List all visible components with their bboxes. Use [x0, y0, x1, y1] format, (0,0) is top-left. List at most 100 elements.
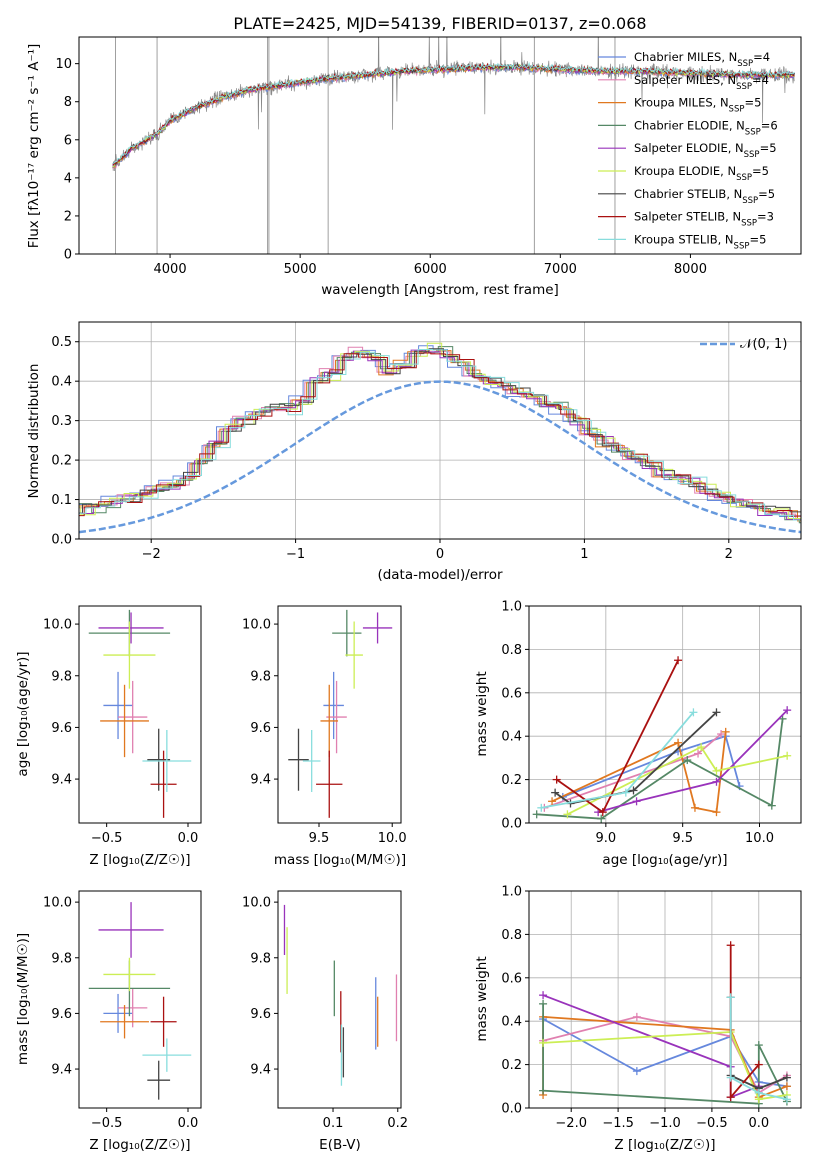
y-tick-label: 9.6: [51, 1007, 72, 1022]
y-tick-label: 0.8: [501, 643, 522, 658]
legend-subscript: SSP: [741, 219, 757, 229]
y-tick-label: 0.0: [51, 533, 72, 548]
legend-value: =4: [753, 50, 770, 64]
y-tick-label: 0.4: [501, 1015, 522, 1030]
y-tick-label: 1.0: [501, 600, 522, 615]
legend-subscript: SSP: [736, 82, 752, 92]
legend-value: =6: [761, 118, 778, 132]
y-tick-label: 9.4: [51, 773, 72, 788]
weight-vs-z-ticks: −2.0 −1.5 −1.0 −0.5 0.0 0.0 0.2 0.4 0.6 0.8 1.0: [501, 885, 769, 1132]
y-tick-label: 10.0: [43, 618, 72, 633]
x-tick-label: −0.5: [91, 831, 123, 846]
x-tick-label: 1: [580, 547, 588, 562]
weight-vs-z-plot-area: [539, 941, 791, 1108]
x-tick-label: 0.2: [387, 1116, 408, 1131]
x-tick-label: 0: [436, 547, 444, 562]
weight-line-salpeter-elodie: [597, 709, 788, 813]
y-tick-label: 9.4: [250, 1063, 271, 1078]
weight-vs-z-grid: [529, 890, 801, 1109]
x-tick-label: 0.1: [323, 1116, 344, 1131]
x-tick-label: −2: [142, 547, 161, 562]
y-tick-label: 10: [55, 57, 72, 72]
mass-vs-ebv-ticks: 0.1 0.2 9.4 9.6 9.8 10.0: [242, 896, 408, 1131]
x-tick-label: −1.5: [602, 1116, 634, 1131]
mass-vs-z-ticks: −0.5 0.0 9.4 9.6 9.8 10.0: [43, 896, 198, 1131]
spectrum-title: PLATE=2425, MJD=54139, FIBERID=0137, z=0…: [233, 14, 646, 33]
x-tick-label: 0.0: [178, 1116, 199, 1131]
legend-label: Kroupa MILES, NSSP=5: [634, 96, 761, 115]
y-tick-label: 0.2: [501, 1058, 522, 1073]
y-tick-label: 9.8: [51, 669, 72, 684]
legend-value: =5: [752, 164, 769, 178]
y-tick-label: 10.0: [43, 896, 72, 911]
age-vs-z-plot-area: [88, 609, 192, 818]
histogram-chabrier-elodie: [79, 346, 801, 524]
weight-vs-age-frame: [528, 605, 802, 824]
x-tick-label: 6000: [414, 262, 447, 277]
histogram-chabrier-stelib: [79, 348, 801, 514]
y-tick-label: 10.0: [242, 618, 271, 633]
legend-label: Salpeter STELIB, NSSP=3: [634, 210, 774, 229]
age-vs-z-xlabel: Z [log₁₀(Z/Z☉)]: [89, 852, 190, 868]
x-tick-label: 8000: [674, 262, 707, 277]
x-tick-label: 5000: [284, 262, 317, 277]
x-tick-label: 9.0: [595, 831, 616, 846]
y-tick-label: 9.6: [250, 1007, 271, 1022]
y-tick-label: 0.5: [51, 335, 72, 350]
weight-line-kroupa-elodie: [543, 1031, 788, 1101]
weight-vs-age-xlabel: age [log₁₀(age/yr)]: [602, 852, 727, 868]
y-tick-label: 8: [64, 95, 72, 110]
legend-subscript: SSP: [729, 105, 745, 115]
legend-value: =5: [758, 187, 775, 201]
legend-subscript: SSP: [737, 59, 753, 69]
weight-line-kroupa-elodie: [566, 745, 788, 816]
mass-vs-ebv-frame: [277, 890, 402, 1109]
y-tick-label: 9.4: [51, 1063, 72, 1078]
weight-vs-age-plot-area: [532, 656, 792, 823]
y-tick-label: 0.6: [501, 971, 522, 986]
spectrum-ylabel: Flux [fλ10⁻¹⁷ erg cm⁻² s⁻¹ A⁻¹]: [26, 44, 42, 249]
x-tick-label: −0.5: [696, 1116, 728, 1131]
y-tick-label: 0.4: [51, 375, 72, 390]
x-tick-label: 0.0: [178, 831, 199, 846]
histogram-salpeter-stelib: [79, 352, 801, 517]
x-tick-label: −1.0: [649, 1116, 681, 1131]
age-vs-z-ticks: −0.5 0.0 9.4 9.6 9.8 10.0: [43, 618, 198, 846]
y-tick-label: 0.4: [501, 730, 522, 745]
x-tick-label: 2: [725, 547, 733, 562]
weight-line-kroupa-stelib: [729, 997, 788, 1101]
legend-value: =5: [744, 96, 761, 110]
normal-curve: [79, 380, 801, 534]
spectrum-frame: [78, 36, 802, 255]
age-vs-mass-xlabel: mass [log₁₀(M/M☉)]: [274, 852, 406, 868]
histogram-kroupa-elodie: [79, 342, 801, 519]
y-tick-label: 6: [64, 133, 72, 148]
residual-ticks: −2 −1 0 1 2 0.0 0.1 0.2 0.3 0.4 0.5: [51, 335, 733, 562]
y-tick-label: 9.8: [51, 951, 72, 966]
legend-value: =5: [749, 232, 766, 246]
x-tick-label: 9.5: [309, 831, 330, 846]
residual-legend: 𝒩(0, 1): [700, 337, 787, 352]
y-tick-label: 0.3: [51, 414, 72, 429]
y-tick-label: 10.0: [242, 896, 271, 911]
legend-value: =3: [757, 210, 774, 224]
histogram-salpeter-elodie: [79, 349, 801, 526]
age-vs-z-ylabel: age [log₁₀(age/yr)]: [15, 651, 31, 776]
spectrum-xlabel: wavelength [Angstrom, rest frame]: [321, 282, 559, 298]
age-vs-z-frame: [78, 605, 202, 824]
legend-label: Chabrier ELODIE, NSSP=6: [634, 118, 778, 137]
model-line-kroupa-stelib: [112, 61, 795, 164]
mass-vs-z-xlabel: Z [log₁₀(Z/Z☉)]: [89, 1137, 190, 1153]
y-tick-label: 1.0: [501, 885, 522, 900]
legend-value: =5: [760, 141, 777, 155]
legend-subscript: SSP: [734, 241, 750, 251]
weight-vs-age-ticks: 9.0 9.5 10.0 0.0 0.2 0.4 0.6 0.8 1.0: [501, 600, 774, 847]
age-vs-mass-ticks: 9.5 10.0 9.4 9.6 9.8 10.0: [242, 618, 407, 846]
weight-vs-age-ylabel: mass weight: [474, 671, 490, 756]
normal-legend-label: 𝒩(0, 1): [740, 337, 787, 352]
y-tick-label: 0.0: [501, 817, 522, 832]
weight-line-chabrier-miles: [562, 735, 741, 798]
legend-subscript: SSP: [745, 127, 761, 137]
